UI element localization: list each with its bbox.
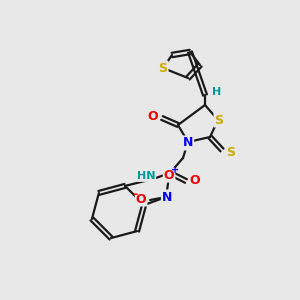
Text: O: O [190,175,200,188]
Text: N: N [162,190,172,203]
Text: +: + [171,165,179,175]
Text: H: H [212,87,222,97]
Text: HN: HN [137,171,155,181]
Text: O: O [148,110,158,122]
Text: S: S [214,113,224,127]
Text: N: N [183,136,193,149]
Text: O: O [164,169,174,182]
Text: S: S [226,146,236,158]
Text: -: - [133,188,138,200]
Text: O: O [136,193,146,206]
Text: S: S [158,61,167,74]
